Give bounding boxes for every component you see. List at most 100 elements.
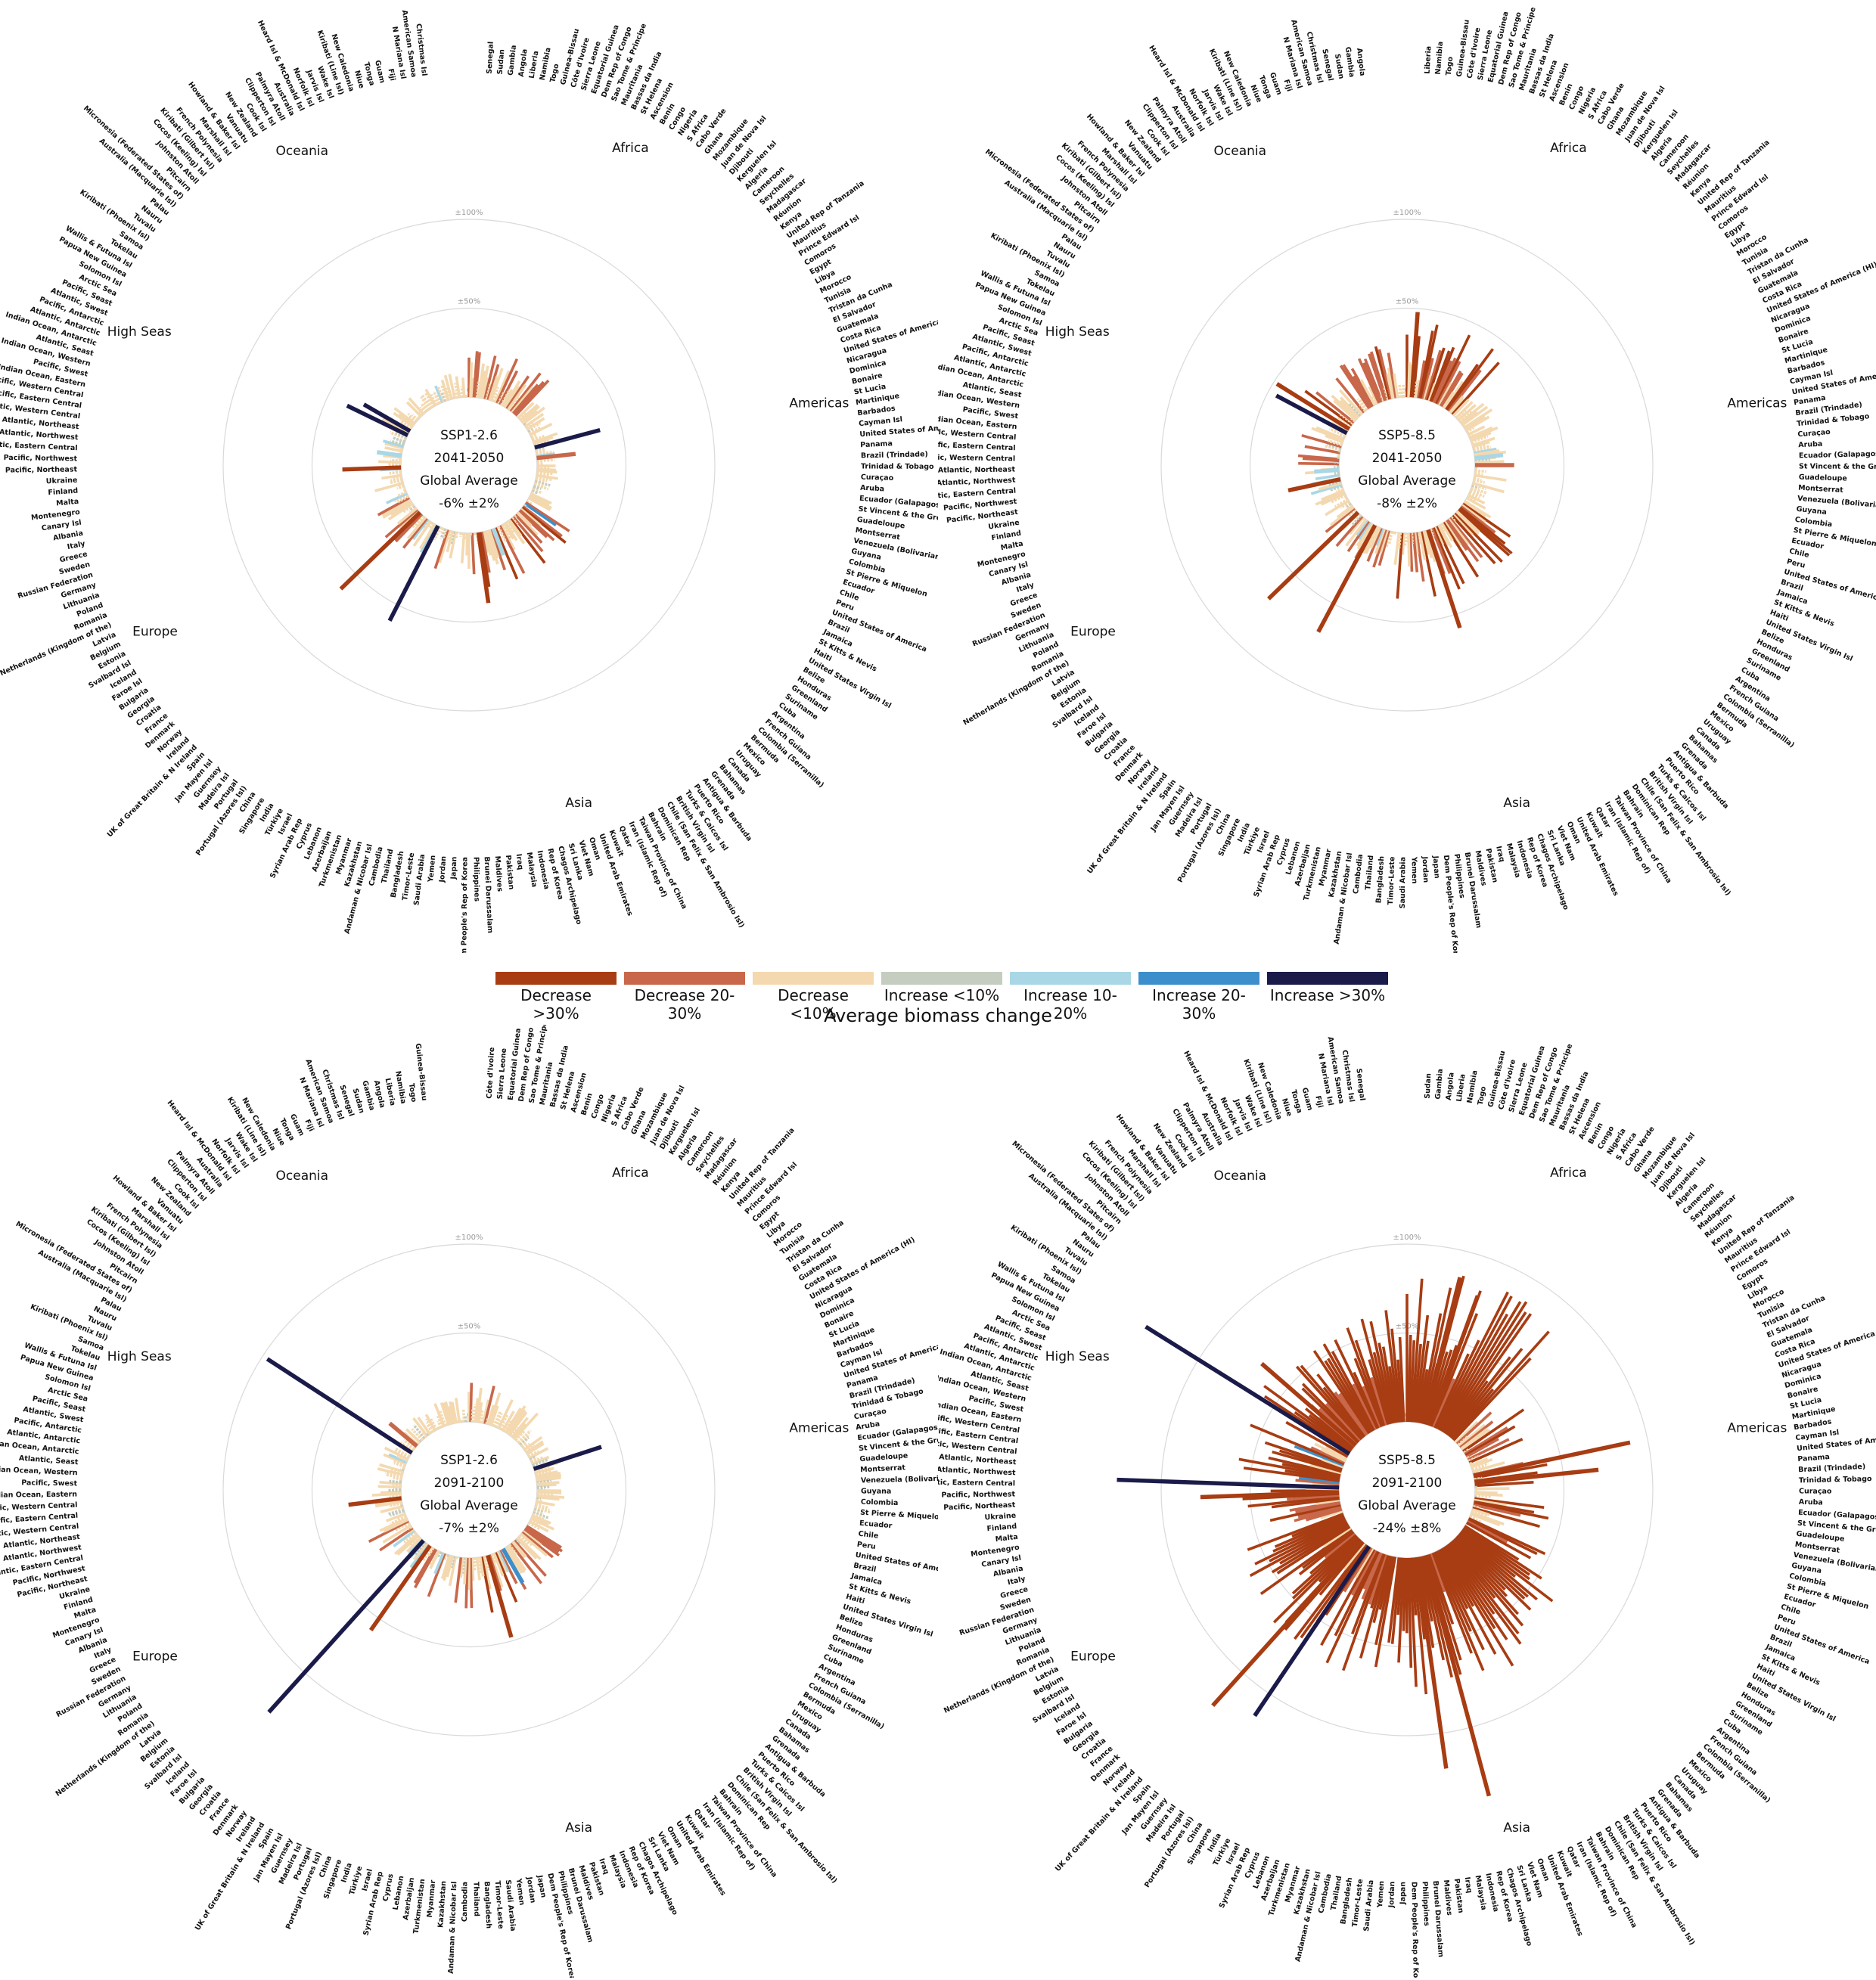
bar <box>533 486 539 491</box>
country-label: Dem People's Rep of Korea <box>1410 1882 1421 1978</box>
country-label: Ukraine <box>984 1512 1016 1522</box>
country-label: Philippines <box>472 857 481 902</box>
bar <box>509 372 542 413</box>
bar <box>1440 1301 1522 1432</box>
country-label: Montserrat <box>860 1463 906 1474</box>
bar <box>414 515 426 529</box>
bar <box>530 491 536 495</box>
bar <box>1398 1336 1405 1423</box>
bar <box>394 1447 411 1458</box>
bar <box>440 1554 451 1579</box>
ring-tick-label: ±100% <box>455 1234 483 1242</box>
bar <box>1438 382 1453 406</box>
bar <box>1429 350 1451 402</box>
bar <box>1435 334 1471 405</box>
bar <box>414 1548 438 1589</box>
bar <box>1247 1513 1344 1551</box>
bar <box>523 504 528 509</box>
bar <box>1263 1385 1353 1451</box>
country-label: Curaçao <box>1799 1488 1832 1496</box>
bar <box>1463 1525 1542 1580</box>
bar <box>451 1401 458 1423</box>
bar <box>377 1485 402 1489</box>
bar <box>535 1469 552 1476</box>
bar <box>1440 370 1462 407</box>
country-label: United Rep of Tanzania <box>728 1126 797 1201</box>
country-label: Montserrat <box>1798 484 1844 495</box>
bar <box>440 391 447 402</box>
bar <box>512 383 539 414</box>
bar <box>1250 1423 1345 1466</box>
bar <box>440 379 450 401</box>
bar <box>495 526 502 535</box>
country-label: Jordan <box>1387 1881 1396 1908</box>
bar <box>1450 1388 1495 1439</box>
bar <box>1461 1429 1491 1451</box>
bar <box>1455 1420 1479 1444</box>
bar <box>1310 1446 1346 1464</box>
bar <box>402 1438 416 1450</box>
bar <box>483 531 492 556</box>
bar <box>1449 517 1483 559</box>
bar <box>475 1387 483 1423</box>
bar <box>475 1557 481 1581</box>
bar <box>424 392 436 408</box>
bar <box>1343 495 1347 500</box>
bar <box>511 1541 526 1559</box>
bar <box>1447 518 1470 546</box>
bar <box>1452 514 1474 536</box>
bar <box>504 1547 523 1575</box>
bar <box>1322 1343 1375 1432</box>
bar <box>1442 522 1480 578</box>
bar <box>478 1556 485 1577</box>
legend-label: Decrease <10% <box>778 986 849 1023</box>
bar <box>1417 360 1426 399</box>
bar <box>392 436 405 444</box>
bar <box>1470 488 1482 495</box>
bar <box>384 508 419 538</box>
bar <box>1264 1441 1343 1470</box>
bar <box>1298 1531 1355 1576</box>
country-label: Malta <box>995 1533 1018 1544</box>
bar <box>1462 423 1468 428</box>
country-label: Guadeloupe <box>1799 473 1847 483</box>
country-label: Sudan <box>496 48 507 75</box>
bar <box>523 1528 561 1557</box>
country-label: Barbados <box>857 405 896 418</box>
bar <box>533 485 542 490</box>
bar <box>533 439 550 447</box>
country-label: Fiji <box>1313 1095 1324 1109</box>
bar <box>1374 1556 1397 1668</box>
bar <box>1370 1554 1389 1609</box>
bar <box>1401 532 1405 555</box>
spike-bar <box>1275 382 1351 431</box>
bar <box>412 1417 429 1437</box>
bar <box>1407 1557 1413 1668</box>
spike-bar <box>1211 1539 1363 1708</box>
spike-bar <box>1409 312 1420 398</box>
bar <box>408 506 417 514</box>
bar <box>1387 367 1396 399</box>
bar <box>1451 514 1496 565</box>
bar <box>509 518 546 564</box>
country-label: Andaman & Nicobar Isl <box>447 1881 459 1974</box>
country-label: Ecuador (Galapagos) <box>1799 450 1876 461</box>
bar <box>1346 520 1370 553</box>
bar <box>495 1551 508 1573</box>
spike-bar <box>1422 1555 1492 1797</box>
country-label: Sudan <box>1424 1073 1433 1099</box>
bar <box>464 1557 469 1609</box>
bar <box>419 523 438 554</box>
bar <box>517 402 535 419</box>
period-label: 2091-2100 <box>434 1476 505 1491</box>
spike-bar <box>1314 467 1340 474</box>
bar <box>1452 399 1470 417</box>
bar <box>522 505 563 538</box>
bar <box>533 483 549 491</box>
bar <box>1335 454 1340 458</box>
bar <box>1311 427 1344 442</box>
bar <box>509 1543 543 1584</box>
bar <box>482 1556 492 1590</box>
bar <box>1412 1557 1428 1695</box>
bar <box>415 415 421 421</box>
